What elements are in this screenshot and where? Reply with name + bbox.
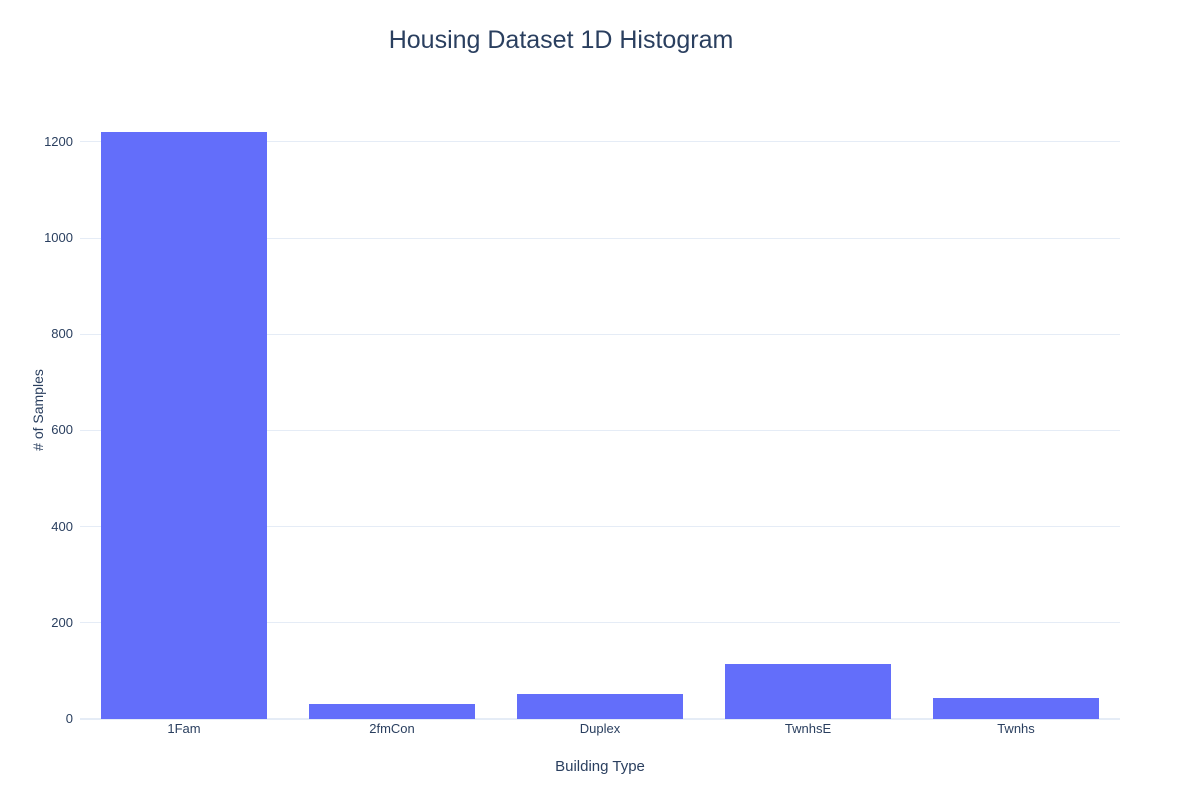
y-tick-label: 200 <box>51 614 73 630</box>
y-tick-label: 600 <box>51 422 73 438</box>
gridline <box>80 141 1120 143</box>
bar-TwnhsE[interactable] <box>725 664 891 719</box>
y-axis-tick-labels: 0 200 400 600 800 1000 1200 <box>0 101 73 725</box>
bar-2fmCon[interactable] <box>309 704 475 719</box>
y-tick-label: 0 <box>65 711 73 726</box>
y-tick-label: 800 <box>51 326 73 342</box>
y-tick-label: 400 <box>51 518 73 534</box>
x-tick-label: 2fmCon <box>369 721 415 736</box>
x-axis-title: Building Type <box>555 758 645 775</box>
gridline <box>80 429 1120 431</box>
y-tick-label: 1000 <box>44 230 73 246</box>
gridline <box>80 237 1120 239</box>
x-axis-line <box>80 718 1120 720</box>
gridline <box>80 333 1120 335</box>
x-tick-label: Duplex <box>579 721 621 736</box>
bar-1Fam[interactable] <box>101 132 267 719</box>
chart-title: Housing Dataset 1D Histogram <box>388 26 734 54</box>
bar-Twnhs[interactable] <box>933 698 1099 719</box>
x-tick-label: Twnhs <box>997 721 1035 736</box>
bar-Duplex[interactable] <box>517 694 683 719</box>
x-tick-label: TwnhsE <box>784 721 832 736</box>
y-tick-label: 1200 <box>44 133 73 149</box>
x-axis-tick-labels: 1Fam 2fmCon Duplex TwnhsE Twnhs <box>80 722 1120 738</box>
x-tick-label: 1Fam <box>167 721 201 736</box>
gridline <box>80 526 1120 528</box>
gridline <box>80 622 1120 624</box>
plot-area[interactable] <box>80 101 1120 720</box>
